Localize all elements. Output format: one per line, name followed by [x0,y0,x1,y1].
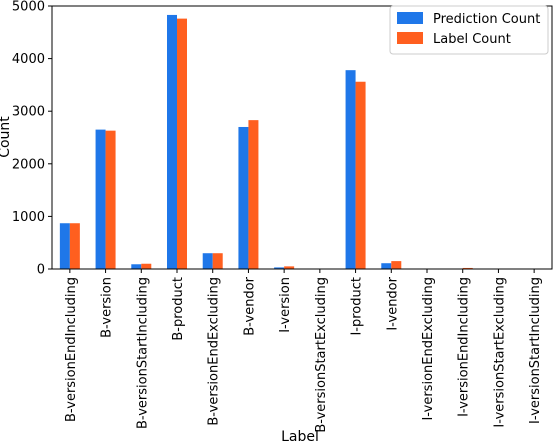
bar-label-count-i-versionendincluding [462,267,473,269]
x-tick-label-b-versionendincluding: B-versionEndIncluding [64,277,79,422]
x-tick-label-b-product: B-product [171,277,186,341]
legend-label-prediction-count: Prediction Count [433,12,540,27]
x-tick-label-i-version: I-version [278,277,293,333]
bar-prediction-count-b-versionstartincluding [131,264,142,269]
bar-label-count-b-vendor [248,120,259,269]
bar-prediction-count-b-version [95,129,106,269]
y-tick-label-2000: 2000 [12,157,45,172]
y-tick-label-3000: 3000 [12,105,45,120]
legend-box [389,5,549,55]
plot-frame [51,5,553,270]
x-tick-label-b-versionstartexcluding: B-versionStartExcluding [314,277,329,433]
y-tick-label-1000: 1000 [12,210,45,225]
x-tick-label-i-product: I-product [350,277,365,336]
x-tick-label-b-version: B-version [100,277,115,338]
bar-prediction-count-b-versionendincluding [59,223,70,269]
x-tick-label-i-versionstartincluding: I-versionStartIncluding [528,277,543,424]
bar-label-count-b-versionendincluding [69,223,80,269]
y-tick-label-4000: 4000 [12,52,45,67]
bar-prediction-count-i-product [345,70,356,269]
x-tick-label-i-versionstartexcluding: I-versionStartExcluding [492,277,507,428]
x-axis: B-versionEndIncluding B-version B-versionS… [64,269,543,433]
bar-prediction-count-i-vendor [381,263,392,269]
bar-prediction-count-i-version [274,267,285,269]
y-axis-label: Count [0,116,13,158]
y-tick-label-5000: 5000 [12,0,45,15]
y-tick-label-0: 0 [37,263,45,278]
x-tick-label-i-versionendincluding: I-versionEndIncluding [457,277,472,417]
bar-label-count-b-product [177,18,187,270]
bar-label-count-b-versionendexcluding [212,253,223,269]
x-tick-label-i-versionendexcluding: I-versionEndExcluding [421,277,436,421]
bar-label-count-b-versionstartincluding [141,263,152,269]
bar-label-count-i-product [355,81,366,270]
y-axis: 0 1000 2000 3000 4000 5000 [12,0,52,278]
bar-label-count-b-version [105,130,116,269]
legend-swatch-prediction-count [397,12,423,24]
x-tick-label-b-versionstartincluding: B-versionStartIncluding [135,277,150,429]
x-tick-label-b-vendor: B-vendor [242,276,257,335]
bar-label-count-i-version [284,266,295,269]
bar-prediction-count-b-versionendexcluding [202,253,213,269]
legend: Prediction Count Label Count [389,5,549,55]
bars-layer [59,14,545,270]
legend-swatch-label-count [397,32,423,44]
x-tick-label-b-versionendexcluding: B-versionEndExcluding [207,277,222,426]
bar-prediction-count-b-vendor [238,126,249,269]
bar-prediction-count-b-product [167,14,177,269]
legend-label-label-count: Label Count [433,32,511,47]
x-axis-label: Label [281,429,319,442]
bar-label-count-i-vendor [391,261,402,269]
x-tick-label-i-vendor: I-vendor [385,276,400,330]
